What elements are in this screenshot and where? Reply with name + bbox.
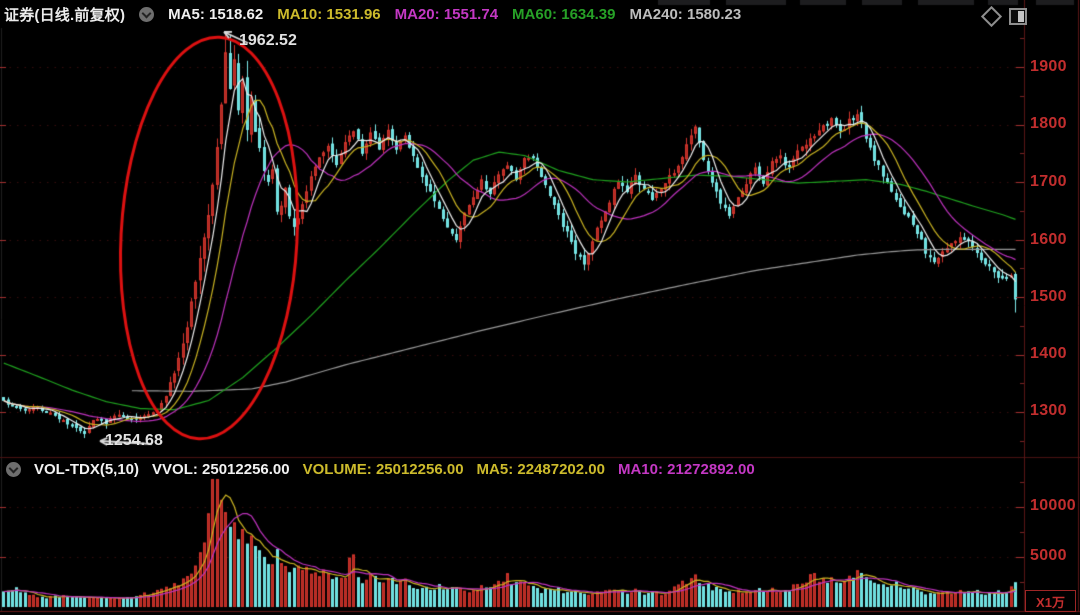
ma10-readout: MA10: 1531.96	[277, 5, 381, 23]
vol-ma10-readout: MA10: 21272892.00	[617, 460, 755, 478]
volume-pane-header: VOL-TDX(5,10) VVOL: 25012256.00 VOLUME: …	[0, 459, 1016, 479]
ma20-readout: MA20: 1551.74	[394, 5, 499, 23]
volume-tick-label: 10000	[1030, 497, 1076, 514]
price-tick-label: 1500	[1030, 288, 1067, 305]
low-price-annotation: 1254.68	[105, 432, 163, 449]
price-tick-label: 1600	[1030, 231, 1067, 248]
price-pane-header: 证券(日线.前复权) MA5: 1518.62 MA10: 1531.96 MA…	[0, 0, 1004, 28]
volume-readout: VOLUME: 25012256.00	[302, 460, 464, 478]
volume-tick-label: 5000	[1030, 547, 1067, 564]
vol-ma5-readout: MA5: 22487202.00	[476, 460, 605, 478]
price-tick-label: 1700	[1030, 173, 1067, 190]
volume-unit-box: X1万	[1025, 590, 1076, 612]
symbol-title: 证券(日线.前复权)	[4, 6, 126, 24]
price-tick-label: 1800	[1030, 115, 1067, 132]
high-price-annotation: 1962.52	[239, 32, 297, 49]
price-tick-label: 1900	[1030, 58, 1067, 75]
volume-collapse-chevron-icon[interactable]	[6, 461, 21, 477]
diamond-icon[interactable]	[980, 5, 1003, 28]
price-tick-label: 1300	[1030, 402, 1067, 419]
split-pane-icon[interactable]	[1009, 8, 1027, 25]
ma240-readout: MA240: 1580.23	[629, 5, 742, 23]
volume-indicator-name: VOL-TDX(5,10)	[34, 460, 140, 478]
ma5-readout: MA5: 1518.62	[168, 5, 264, 23]
price-tick-label: 1400	[1030, 345, 1067, 362]
ma60-readout: MA60: 1634.39	[512, 5, 616, 23]
header-toolbar	[980, 5, 1027, 28]
collapse-chevron-icon[interactable]	[139, 6, 155, 22]
vvol-readout: VVOL: 25012256.00	[152, 460, 290, 478]
